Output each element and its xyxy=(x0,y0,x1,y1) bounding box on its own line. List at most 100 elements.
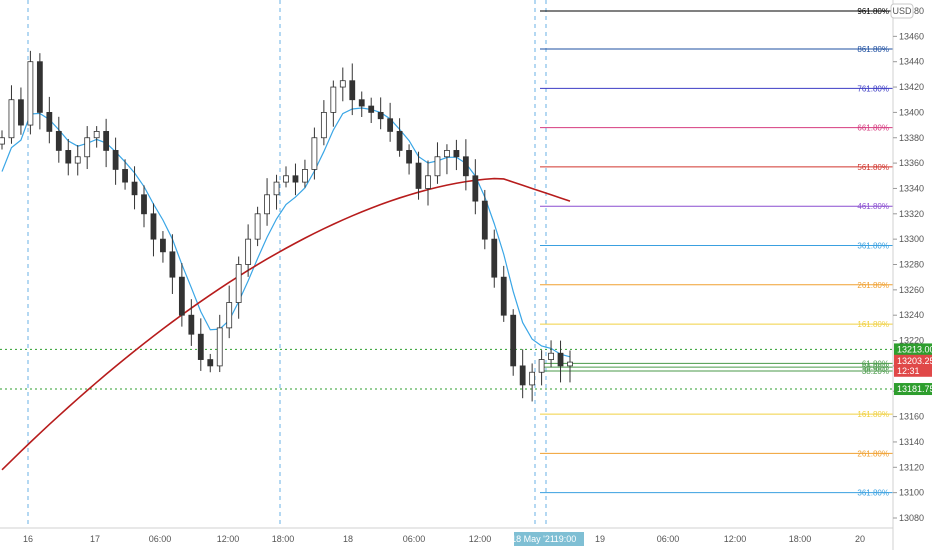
time-tick-label: 16 xyxy=(23,534,33,544)
candle-body xyxy=(0,137,5,145)
candle-body xyxy=(188,314,195,335)
price-tick-label: 13380 xyxy=(899,133,924,143)
fib-level-label: 261.80% xyxy=(857,281,889,290)
currency-badge[interactable]: USD xyxy=(890,3,914,19)
candle-body xyxy=(141,194,147,215)
candle-body xyxy=(84,137,91,158)
price-axis[interactable]: 1308013100131201314013160131801320013220… xyxy=(892,0,924,550)
candle-body xyxy=(103,131,110,151)
fibonacci-extension-levels: 961.80% 861.80% 761.80% 661.80% 561.80% 461.8… xyxy=(540,7,893,498)
horizontal-price-levels xyxy=(0,348,893,390)
fib-level-label: 161.80% xyxy=(857,320,889,329)
candle-body xyxy=(481,200,488,240)
candle-body xyxy=(453,150,460,158)
candle-body xyxy=(538,359,545,373)
price-tick-label: 13360 xyxy=(899,158,924,168)
candle-body xyxy=(178,276,185,316)
candle-body xyxy=(226,302,233,329)
candle-body xyxy=(235,264,242,303)
time-tick-label: 12:00 xyxy=(469,534,492,544)
price-tick-label: 13280 xyxy=(899,260,924,270)
candle-body xyxy=(245,238,252,265)
candle-body xyxy=(55,131,62,151)
candle-body xyxy=(254,213,261,240)
time-axis[interactable]: 16 17 06:00 12:00 18:00 18 06:00 12:00 19 06:00 12… xyxy=(0,527,893,546)
price-tick-label: 13440 xyxy=(899,57,924,67)
candle-body xyxy=(36,61,43,113)
level-price-tag xyxy=(894,343,932,356)
candle-body xyxy=(415,162,422,189)
price-tick-label: 13120 xyxy=(899,462,924,472)
price-tick-label: 13260 xyxy=(899,285,924,295)
time-tick-label: 18:00 xyxy=(272,534,295,544)
candle-body xyxy=(557,352,564,367)
price-tick-label: 13080 xyxy=(899,513,924,523)
fib-level-label: 161.80% xyxy=(857,410,889,419)
candle-body xyxy=(207,359,214,367)
candle-body xyxy=(377,112,384,120)
candle-body xyxy=(311,137,318,170)
candle-body xyxy=(216,327,223,367)
price-tick-label: 13140 xyxy=(899,437,924,447)
time-tick-label: 17 xyxy=(90,534,100,544)
candle-body xyxy=(46,112,53,132)
crosshair-time-hour: 19:00 xyxy=(554,534,577,544)
time-tick-label: 12:00 xyxy=(217,534,240,544)
candle-body xyxy=(529,371,536,386)
candle-body xyxy=(160,238,166,253)
price-tick-label: 13420 xyxy=(899,82,924,92)
candle-body xyxy=(396,131,403,151)
candle-body xyxy=(548,352,554,360)
crosshair-time-label: 18 May '21 xyxy=(511,534,555,544)
price-tick-label: 13320 xyxy=(899,209,924,219)
last-price-tag xyxy=(894,354,932,377)
candle-body xyxy=(292,175,299,183)
fib-level-label: 61.80% xyxy=(862,359,889,368)
candlesticks xyxy=(0,50,573,402)
fib-level-label: 861.80% xyxy=(857,45,889,54)
price-tick-label: 13240 xyxy=(899,310,924,320)
candle-body xyxy=(444,150,450,158)
candle-body xyxy=(93,131,100,139)
fib-level-label: 261.80% xyxy=(857,449,889,458)
candle-body xyxy=(65,150,72,164)
fib-level-label: 50.00% xyxy=(862,363,889,372)
candle-body xyxy=(462,156,469,177)
candle-body xyxy=(74,156,81,164)
level-price-text: 13213.00 xyxy=(897,344,932,354)
fib-level-label: 361.80% xyxy=(857,241,889,250)
candle-body xyxy=(302,169,308,183)
candle-body xyxy=(112,150,119,170)
price-tick-label: 13460 xyxy=(899,31,924,41)
bar-countdown-text: 12:31 xyxy=(897,366,920,376)
level-price-text: 13181.75 xyxy=(897,384,932,394)
candle-body xyxy=(27,61,34,126)
candle-body xyxy=(197,333,204,360)
time-tick-label: 06:00 xyxy=(657,534,680,544)
time-tick-label: 06:00 xyxy=(403,534,426,544)
candle-body xyxy=(131,181,138,196)
time-tick-label: 18 xyxy=(343,534,353,544)
session-separators xyxy=(27,0,547,528)
candle-body xyxy=(406,150,412,164)
candle-body xyxy=(8,99,15,139)
candle-body xyxy=(169,251,176,278)
candle-body xyxy=(358,99,365,107)
time-tick-label: 19 xyxy=(595,534,605,544)
candle-body xyxy=(320,112,327,139)
fib-level-label: 561.80% xyxy=(857,163,889,172)
candle-body xyxy=(500,276,507,316)
fib-level-label: 761.80% xyxy=(857,84,889,93)
price-tick-label: 13300 xyxy=(899,234,924,244)
candle-body xyxy=(387,118,394,132)
candle-body xyxy=(339,80,346,88)
candle-body xyxy=(273,181,280,196)
price-tick-label: 13340 xyxy=(899,183,924,193)
price-tick-label: 13100 xyxy=(899,488,924,498)
time-tick-label: 18:00 xyxy=(789,534,812,544)
candle-body xyxy=(283,175,289,183)
candle-body xyxy=(150,213,157,240)
candle-body xyxy=(330,86,337,113)
